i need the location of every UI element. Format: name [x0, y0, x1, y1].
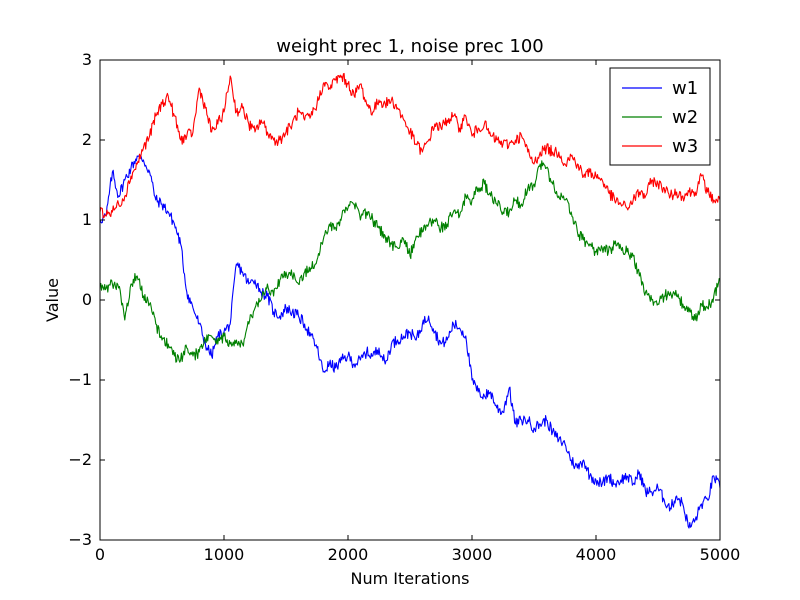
y-axis-label: Value: [43, 278, 62, 322]
legend-label-w3: w3: [672, 136, 698, 157]
legend-label-w2: w2: [672, 107, 698, 128]
y-tick-label: 0: [82, 290, 92, 309]
series-group: [99, 72, 721, 529]
legend: w1 w2 w3: [609, 67, 711, 166]
legend-label-w1: w1: [672, 78, 698, 99]
y-tick-label: 3: [82, 50, 92, 69]
series-line-w3: [99, 72, 721, 219]
chart-title: weight prec 1, noise prec 100: [276, 36, 544, 57]
x-tick-label: 1000: [204, 545, 245, 564]
y-tick-label: −1: [68, 370, 92, 389]
y-tick-label: −2: [68, 450, 92, 469]
x-axis-label: Num Iterations: [351, 569, 470, 588]
y-tick-label: −3: [68, 530, 92, 549]
y-tick-label: 1: [82, 210, 92, 229]
x-tick-label: 5000: [700, 545, 741, 564]
series-line-w1: [99, 154, 721, 529]
axis-ticks: 0 1000 2000 3000 4000 5000 −3 −2 −1 0 1 2 3: [68, 50, 740, 564]
x-tick-label: 2000: [328, 545, 369, 564]
series-line-w2: [99, 160, 721, 363]
x-tick-label: 0: [95, 545, 105, 564]
y-tick-label: 2: [82, 130, 92, 149]
x-tick-label: 3000: [452, 545, 493, 564]
x-tick-label: 4000: [576, 545, 617, 564]
